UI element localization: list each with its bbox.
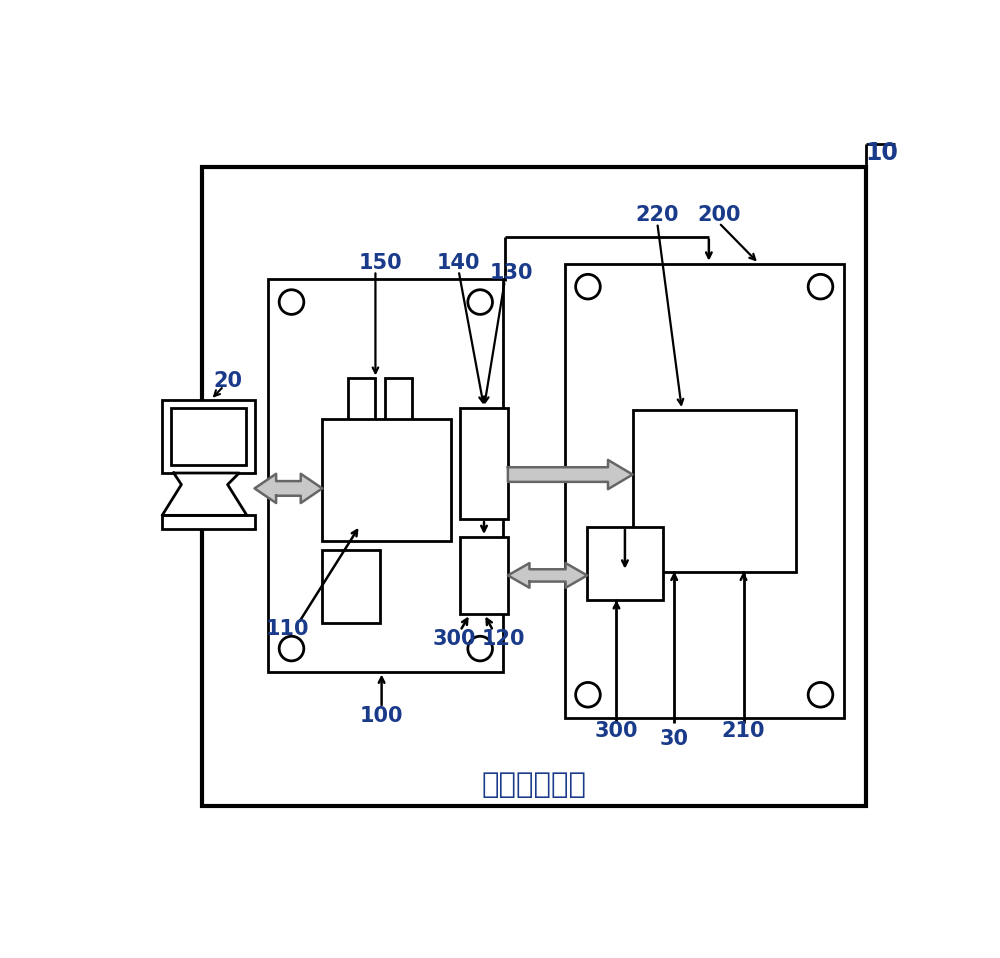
- Circle shape: [808, 682, 833, 707]
- Text: 140: 140: [437, 253, 480, 273]
- Text: 220: 220: [636, 205, 679, 225]
- Text: 300: 300: [595, 721, 638, 741]
- Bar: [202, 168, 866, 807]
- Bar: [348, 378, 375, 431]
- Bar: [171, 407, 246, 466]
- Bar: [385, 378, 412, 431]
- Circle shape: [279, 289, 304, 314]
- Bar: [460, 536, 508, 614]
- Text: 芯片测试装置: 芯片测试装置: [482, 771, 587, 799]
- Circle shape: [468, 636, 492, 661]
- Text: 120: 120: [482, 628, 525, 649]
- Polygon shape: [508, 563, 587, 588]
- Bar: [268, 279, 503, 672]
- Text: 100: 100: [360, 705, 403, 725]
- Text: 20: 20: [213, 371, 242, 391]
- Text: 150: 150: [358, 253, 402, 273]
- Polygon shape: [162, 473, 247, 515]
- Bar: [587, 527, 663, 600]
- Circle shape: [468, 289, 492, 314]
- Text: 130: 130: [489, 262, 533, 283]
- Text: 300: 300: [433, 628, 477, 649]
- Bar: [460, 407, 508, 519]
- Bar: [322, 550, 380, 623]
- Bar: [162, 399, 255, 473]
- Bar: [565, 263, 844, 718]
- Bar: [322, 419, 451, 540]
- Text: 110: 110: [266, 619, 309, 639]
- Polygon shape: [255, 474, 322, 503]
- Circle shape: [576, 682, 600, 707]
- Bar: [162, 515, 255, 529]
- Bar: [633, 410, 796, 572]
- Polygon shape: [508, 460, 633, 490]
- Circle shape: [576, 274, 600, 299]
- Text: 30: 30: [660, 729, 689, 748]
- Circle shape: [279, 636, 304, 661]
- Text: 210: 210: [722, 721, 765, 741]
- Circle shape: [808, 274, 833, 299]
- Text: 200: 200: [697, 205, 741, 225]
- Text: 10: 10: [865, 142, 898, 166]
